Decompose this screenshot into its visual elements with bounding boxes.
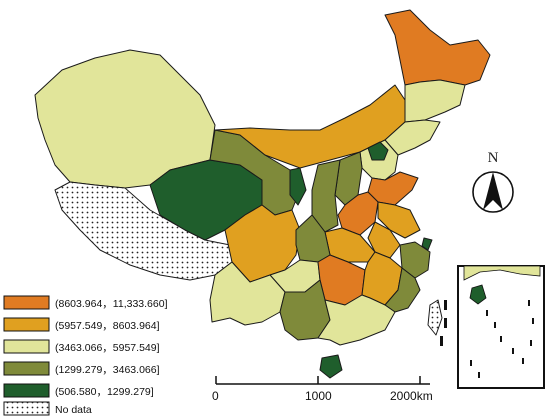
legend-label-nodata: No data [55,404,92,416]
region-shaanxi [311,159,341,233]
scale-bar: 0 1000 2000km [212,376,433,403]
sea-boundary-marks [440,300,447,346]
legend-label-3: (3463.066，5957.549] [55,342,160,354]
region-jiangsu [377,201,421,239]
region-jilin [404,79,466,123]
legend-swatch-1 [3,295,50,310]
scale-tick-1000: 1000 [305,389,332,403]
legend-label-5: (506.580，1299.279] [55,386,154,398]
legend-swatch-2 [3,317,50,332]
region-yunnan [209,261,286,326]
scale-tick-0: 0 [212,389,219,403]
region-guangdong [317,294,396,346]
scale-tick-2000: 2000km [390,389,433,403]
north-label: N [488,150,499,166]
region-heilongjiang [384,9,491,86]
legend: (8603.964，11,333.660] (5957.549，8603.964… [3,295,168,416]
region-fujian [384,267,421,313]
legend-label-4: (1299.279，3463.066] [55,364,160,376]
legend-swatch-5 [3,383,50,398]
legend-swatch-nodata [3,401,50,416]
legend-swatch-4 [3,361,50,376]
region-beijing [367,141,389,161]
region-taiwan [427,299,443,336]
region-ningxia [289,167,307,206]
region-hainan [319,354,343,379]
legend-label-2: (5957.549，8603.964] [55,320,160,332]
region-shanghai [421,237,433,251]
north-arrow: N [472,150,514,213]
region-liaoning [384,119,441,156]
legend-label-1: (8603.964，11,333.660] [55,298,168,310]
legend-swatch-3 [3,339,50,354]
inset-map [457,265,545,389]
